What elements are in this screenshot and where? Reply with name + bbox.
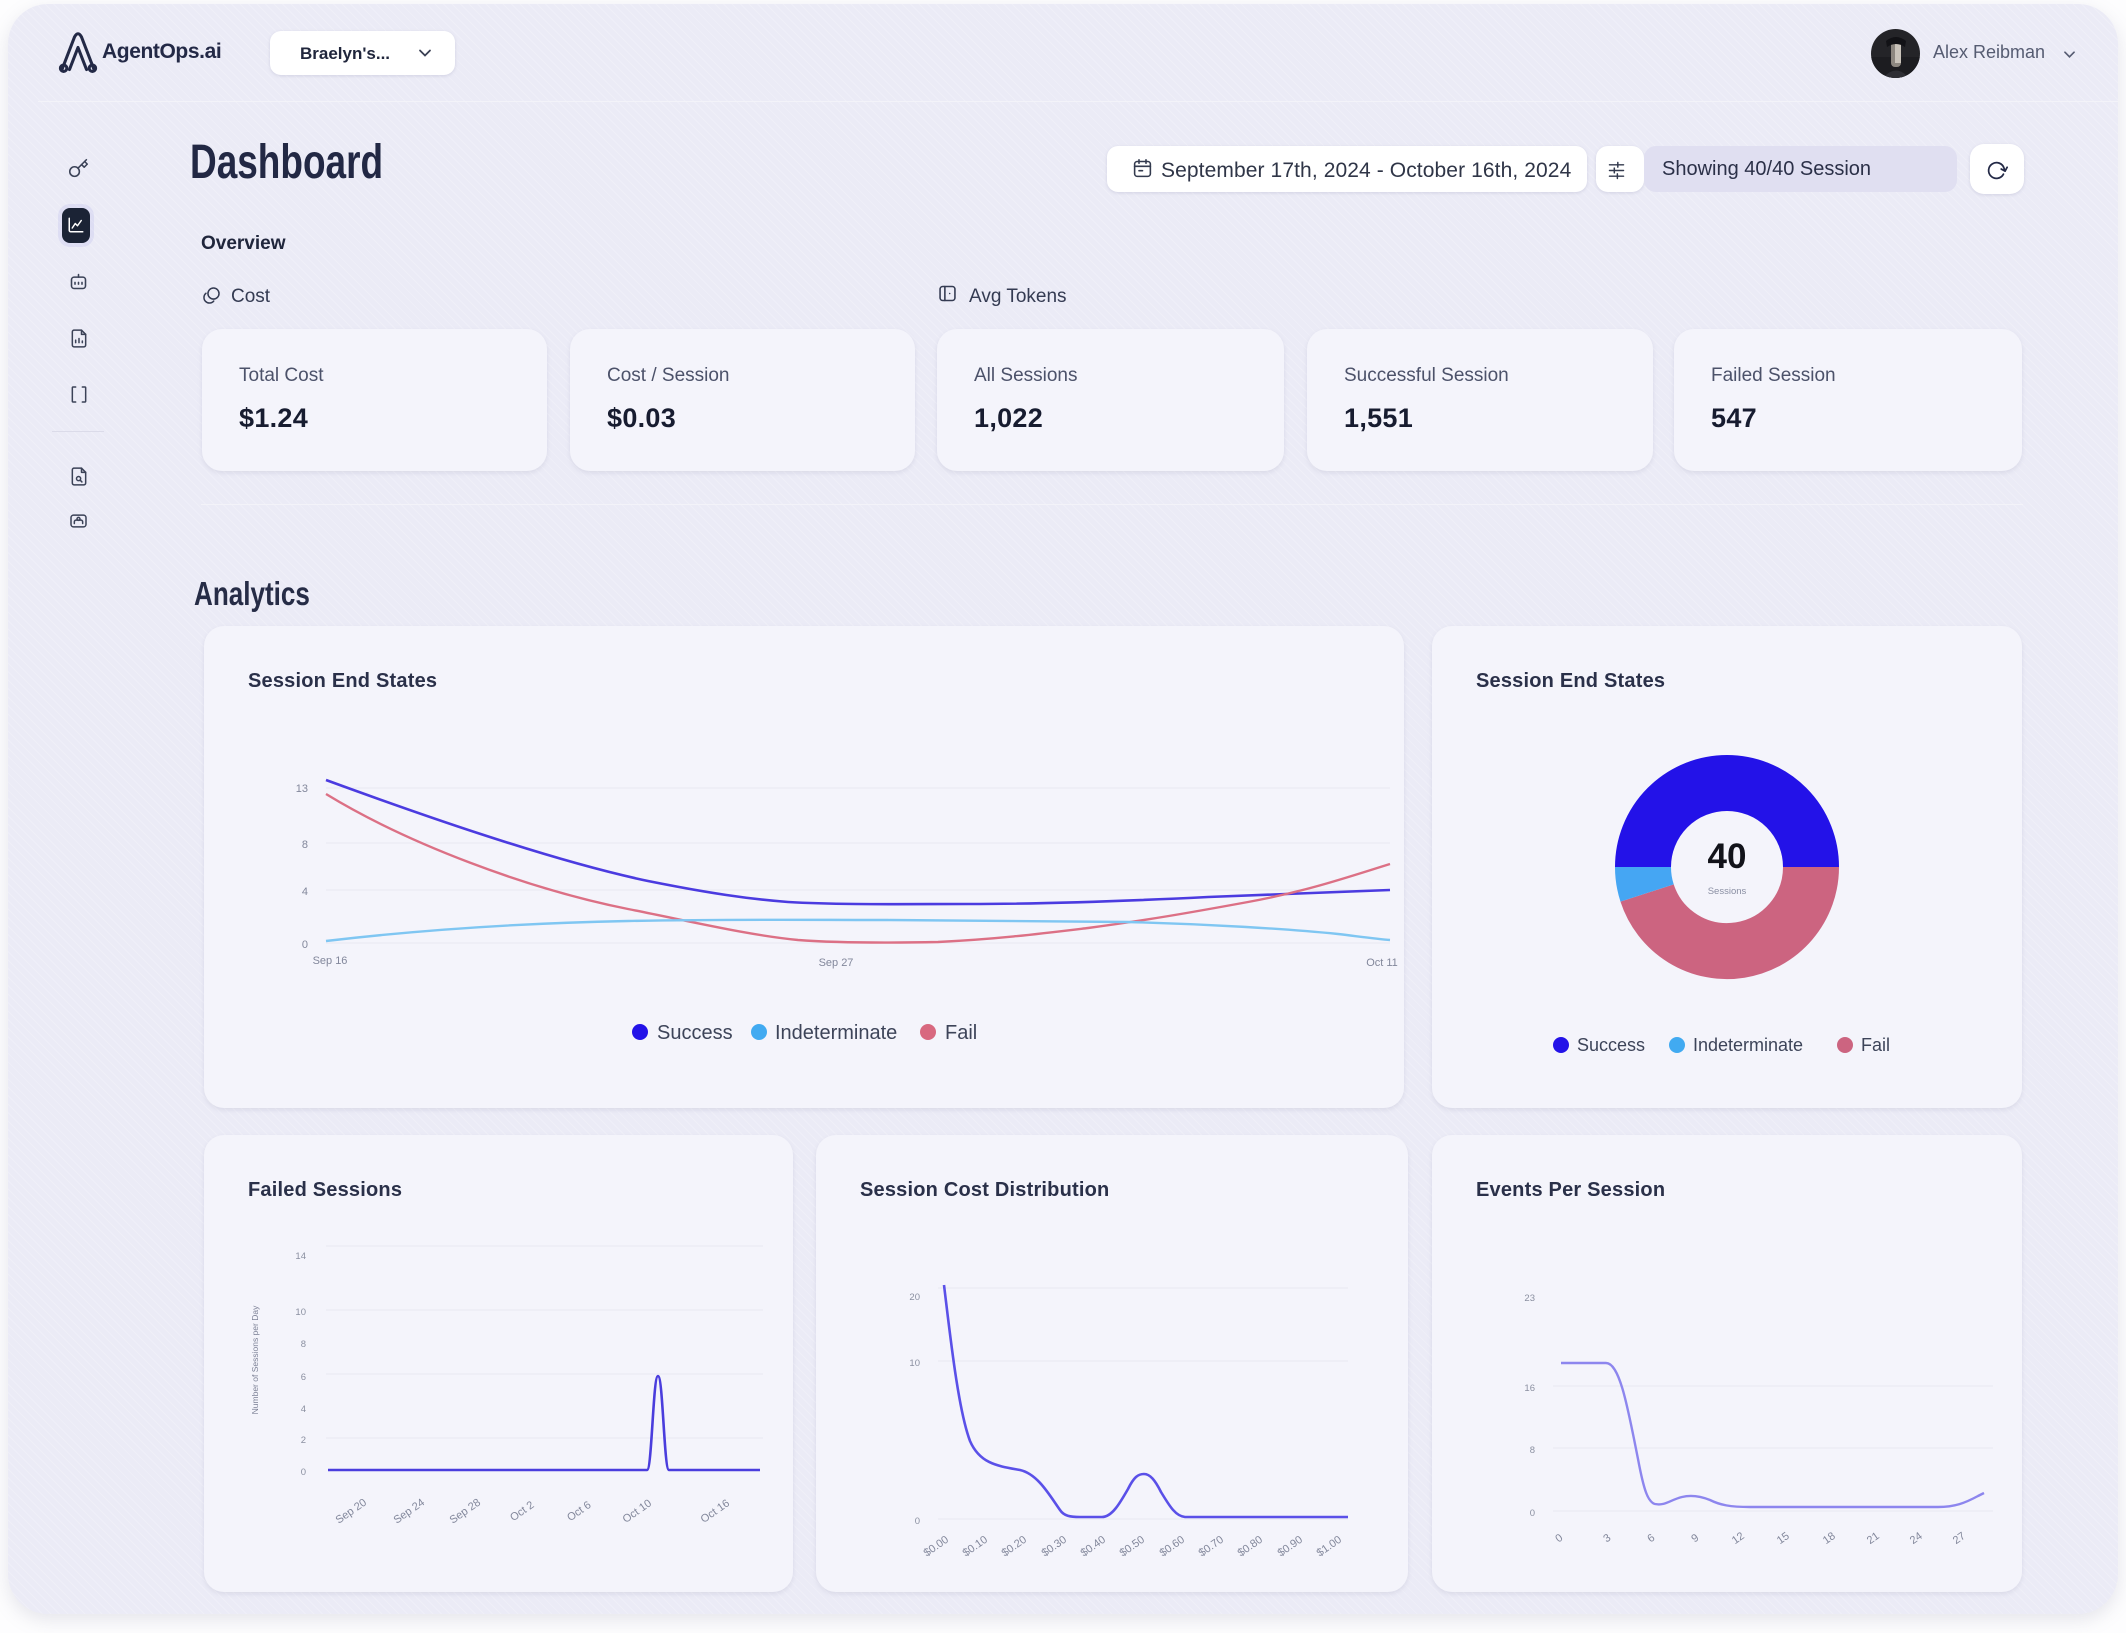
- svg-text:18: 18: [1821, 1530, 1838, 1547]
- svg-text:0: 0: [1553, 1532, 1565, 1545]
- svg-text:6: 6: [1645, 1532, 1657, 1545]
- svg-text:24: 24: [1908, 1530, 1925, 1547]
- svg-text:Success: Success: [1577, 1035, 1645, 1055]
- svg-text:Sep 24: Sep 24: [392, 1497, 427, 1527]
- svg-text:9: 9: [1689, 1532, 1701, 1545]
- svg-text:$0.00: $0.00: [922, 1534, 951, 1560]
- svg-text:Fail: Fail: [1861, 1035, 1890, 1055]
- svg-text:Indeterminate: Indeterminate: [1693, 1035, 1803, 1055]
- svg-text:3: 3: [1601, 1532, 1613, 1545]
- svg-text:4: 4: [301, 1404, 306, 1415]
- svg-text:Oct 10: Oct 10: [621, 1497, 654, 1525]
- svg-text:14: 14: [295, 1251, 306, 1262]
- svg-text:Oct 11: Oct 11: [1366, 957, 1398, 969]
- svg-text:2: 2: [301, 1435, 306, 1446]
- svg-text:0: 0: [301, 1467, 306, 1478]
- svg-text:$1.00: $1.00: [1315, 1534, 1344, 1560]
- svg-text:0: 0: [915, 1516, 920, 1527]
- svg-text:27: 27: [1951, 1530, 1968, 1547]
- svg-text:12: 12: [1730, 1530, 1747, 1547]
- svg-text:$0.30: $0.30: [1040, 1534, 1069, 1560]
- svg-text:$0.40: $0.40: [1079, 1534, 1108, 1560]
- svg-text:10: 10: [909, 1358, 920, 1369]
- svg-text:16: 16: [1524, 1383, 1535, 1394]
- svg-text:21: 21: [1865, 1530, 1882, 1547]
- svg-text:13: 13: [296, 783, 308, 795]
- svg-text:8: 8: [302, 839, 308, 851]
- svg-text:20: 20: [909, 1292, 920, 1303]
- svg-text:Fail: Fail: [945, 1022, 977, 1044]
- svg-text:$0.20: $0.20: [1000, 1534, 1029, 1560]
- svg-text:Oct 16: Oct 16: [699, 1497, 732, 1525]
- svg-text:8: 8: [301, 1339, 306, 1350]
- svg-text:Sep 28: Sep 28: [448, 1497, 483, 1527]
- svg-text:10: 10: [295, 1307, 306, 1318]
- svg-text:8: 8: [1530, 1445, 1535, 1456]
- svg-text:Sep 16: Sep 16: [313, 955, 348, 967]
- svg-text:Success: Success: [657, 1022, 733, 1044]
- svg-text:0: 0: [1530, 1508, 1535, 1519]
- svg-text:$0.60: $0.60: [1158, 1534, 1187, 1560]
- svg-text:Sep 27: Sep 27: [819, 957, 854, 969]
- svg-text:Number of Sessions per Day: Number of Sessions per Day: [250, 1305, 260, 1414]
- svg-text:40: 40: [1708, 837, 1747, 876]
- svg-text:Oct 6: Oct 6: [565, 1499, 593, 1524]
- svg-text:0: 0: [302, 939, 308, 951]
- svg-text:$0.70: $0.70: [1197, 1534, 1226, 1560]
- svg-text:6: 6: [301, 1372, 306, 1383]
- svg-text:$0.80: $0.80: [1236, 1534, 1265, 1560]
- svg-text:15: 15: [1775, 1530, 1792, 1547]
- svg-text:23: 23: [1524, 1293, 1535, 1304]
- svg-text:4: 4: [302, 886, 308, 898]
- svg-text:Oct 2: Oct 2: [508, 1499, 536, 1524]
- svg-text:$0.90: $0.90: [1276, 1534, 1305, 1560]
- svg-text:$0.10: $0.10: [961, 1534, 990, 1560]
- svg-text:Sep 20: Sep 20: [334, 1497, 369, 1527]
- svg-text:$0.50: $0.50: [1118, 1534, 1147, 1560]
- svg-text:Sessions: Sessions: [1708, 886, 1747, 897]
- svg-text:Indeterminate: Indeterminate: [775, 1022, 897, 1044]
